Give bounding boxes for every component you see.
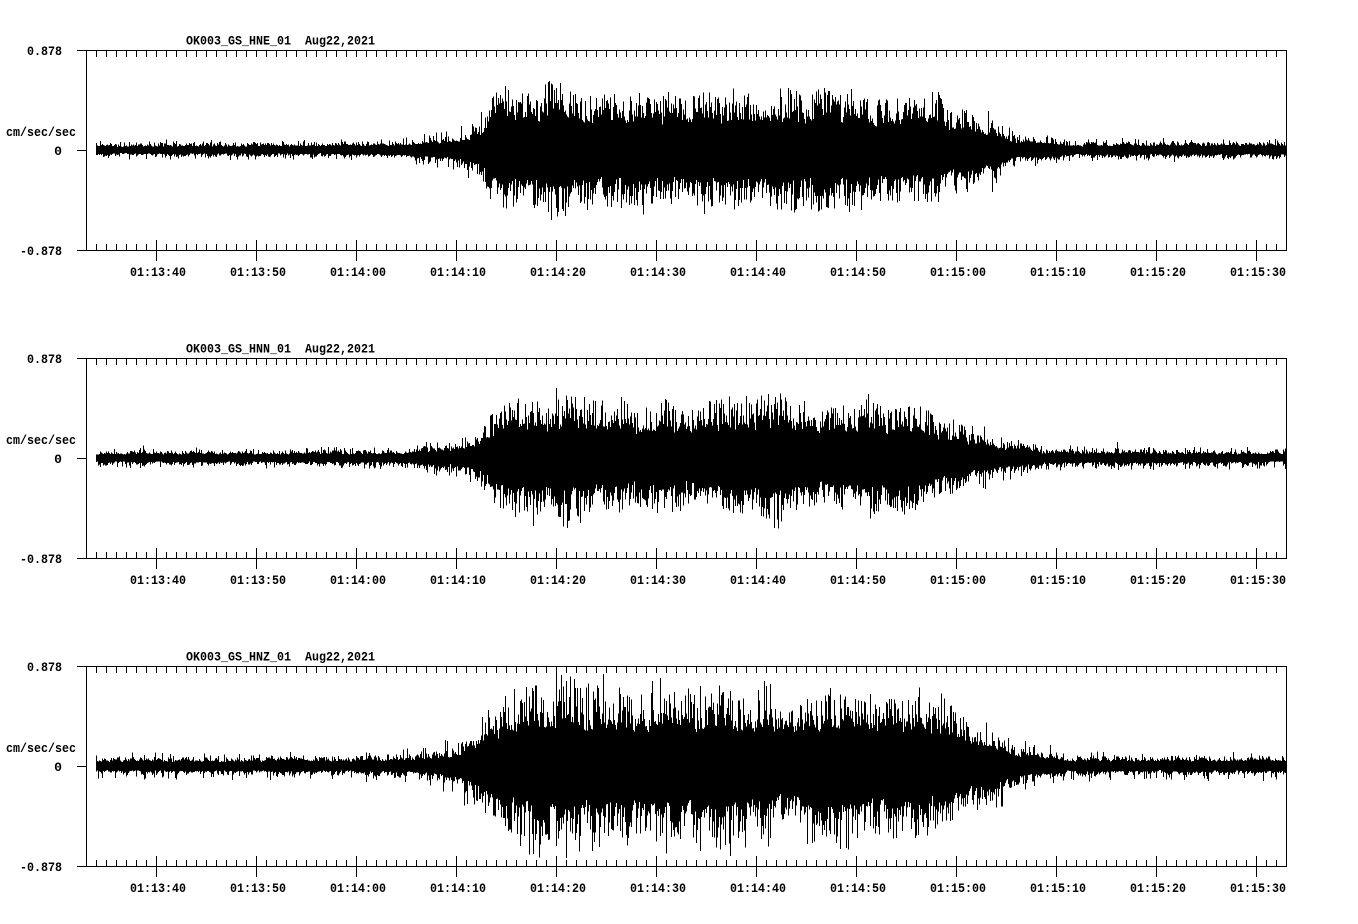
svg-text:01:14:10: 01:14:10 bbox=[430, 573, 486, 588]
svg-text:01:13:50: 01:13:50 bbox=[230, 573, 286, 588]
svg-text:01:14:30: 01:14:30 bbox=[630, 881, 686, 896]
svg-text:01:15:10: 01:15:10 bbox=[1030, 265, 1086, 280]
svg-text:01:14:50: 01:14:50 bbox=[830, 573, 886, 588]
svg-text:cm/sec/sec: cm/sec/sec bbox=[6, 741, 76, 756]
svg-text:01:14:10: 01:14:10 bbox=[430, 265, 486, 280]
svg-text:01:14:00: 01:14:00 bbox=[330, 573, 386, 588]
svg-text:01:13:50: 01:13:50 bbox=[230, 265, 286, 280]
svg-text:01:15:20: 01:15:20 bbox=[1130, 265, 1186, 280]
svg-text:OK003_GS_HNE_01 Aug22,2021: OK003_GS_HNE_01 Aug22,2021 bbox=[186, 33, 375, 48]
svg-text:01:13:40: 01:13:40 bbox=[130, 573, 186, 588]
svg-text:01:14:50: 01:14:50 bbox=[830, 881, 886, 896]
svg-text:01:13:40: 01:13:40 bbox=[130, 881, 186, 896]
svg-text:01:14:00: 01:14:00 bbox=[330, 881, 386, 896]
svg-text:01:14:30: 01:14:30 bbox=[630, 265, 686, 280]
svg-text:01:13:50: 01:13:50 bbox=[230, 881, 286, 896]
svg-text:01:15:10: 01:15:10 bbox=[1030, 881, 1086, 896]
svg-text:01:15:30: 01:15:30 bbox=[1230, 881, 1286, 896]
svg-text:0: 0 bbox=[54, 144, 62, 159]
svg-text:01:15:20: 01:15:20 bbox=[1130, 881, 1186, 896]
svg-text:01:15:00: 01:15:00 bbox=[930, 573, 986, 588]
svg-text:01:14:20: 01:14:20 bbox=[530, 573, 586, 588]
svg-text:01:15:00: 01:15:00 bbox=[930, 881, 986, 896]
svg-text:01:14:20: 01:14:20 bbox=[530, 265, 586, 280]
svg-text:01:15:30: 01:15:30 bbox=[1230, 265, 1286, 280]
svg-text:01:14:20: 01:14:20 bbox=[530, 881, 586, 896]
svg-text:0.878: 0.878 bbox=[27, 44, 62, 59]
svg-text:0: 0 bbox=[54, 452, 62, 467]
svg-text:-0.878: -0.878 bbox=[20, 552, 62, 567]
svg-text:0.878: 0.878 bbox=[27, 352, 62, 367]
svg-text:01:14:30: 01:14:30 bbox=[630, 573, 686, 588]
svg-text:01:15:00: 01:15:00 bbox=[930, 265, 986, 280]
svg-text:01:14:40: 01:14:40 bbox=[730, 265, 786, 280]
svg-text:cm/sec/sec: cm/sec/sec bbox=[6, 433, 76, 448]
svg-text:-0.878: -0.878 bbox=[20, 860, 62, 875]
svg-text:01:13:40: 01:13:40 bbox=[130, 265, 186, 280]
svg-text:01:15:30: 01:15:30 bbox=[1230, 573, 1286, 588]
svg-text:-0.878: -0.878 bbox=[20, 244, 62, 259]
svg-text:01:15:10: 01:15:10 bbox=[1030, 573, 1086, 588]
svg-text:01:14:40: 01:14:40 bbox=[730, 573, 786, 588]
svg-text:OK003_GS_HNZ_01 Aug22,2021: OK003_GS_HNZ_01 Aug22,2021 bbox=[186, 649, 375, 664]
svg-text:0: 0 bbox=[54, 760, 62, 775]
svg-text:01:14:50: 01:14:50 bbox=[830, 265, 886, 280]
svg-text:01:14:00: 01:14:00 bbox=[330, 265, 386, 280]
svg-text:01:14:10: 01:14:10 bbox=[430, 881, 486, 896]
svg-text:0.878: 0.878 bbox=[27, 660, 62, 675]
svg-text:01:15:20: 01:15:20 bbox=[1130, 573, 1186, 588]
svg-text:01:14:40: 01:14:40 bbox=[730, 881, 786, 896]
svg-text:cm/sec/sec: cm/sec/sec bbox=[6, 125, 76, 140]
svg-text:OK003_GS_HNN_01 Aug22,2021: OK003_GS_HNN_01 Aug22,2021 bbox=[186, 341, 375, 356]
